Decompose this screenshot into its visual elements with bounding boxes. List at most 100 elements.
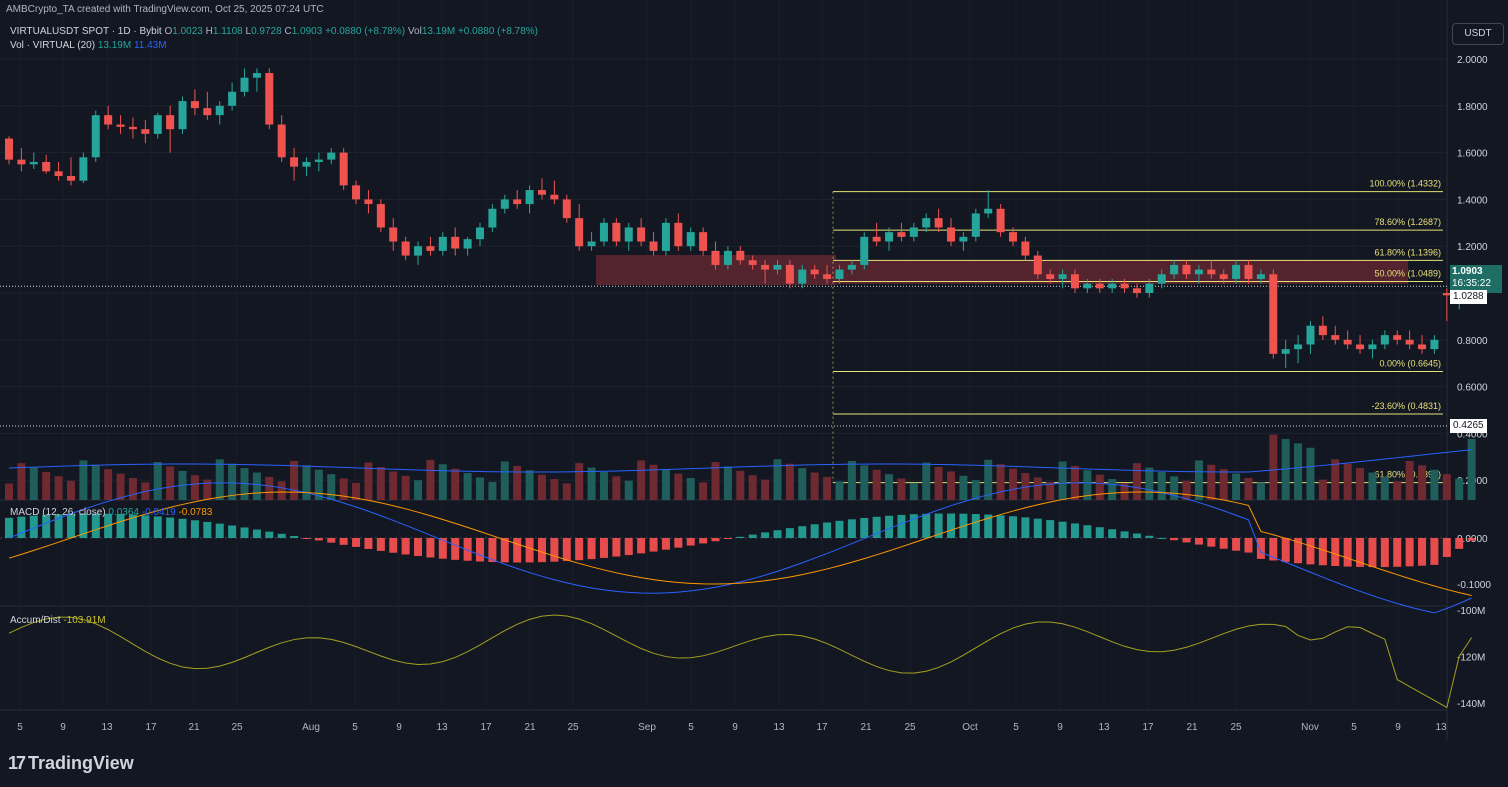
- volume-bar: [624, 480, 633, 500]
- macd-histogram-bar: [178, 518, 187, 538]
- candle-body: [1356, 344, 1365, 350]
- volume-bar: [897, 478, 906, 500]
- macd-line: [8, 482, 1472, 614]
- volume-bar: [550, 479, 559, 500]
- volume-bar: [996, 464, 1005, 500]
- macd-histogram-bar: [463, 538, 472, 561]
- macd-histogram-bar: [1219, 538, 1228, 549]
- volume-bar: [1331, 459, 1340, 500]
- macd-histogram-bar: [1132, 533, 1141, 538]
- candle-body: [612, 222, 621, 242]
- time-tick-label: 25: [1230, 722, 1242, 733]
- price-change: +0.0880 (+8.78%): [325, 26, 406, 37]
- volume-bar: [1145, 467, 1154, 500]
- time-tick-label: 13: [1098, 722, 1110, 733]
- candle-body: [1405, 339, 1414, 345]
- time-tick-label: 9: [396, 722, 402, 733]
- volume-bar: [91, 464, 100, 500]
- volume-bar: [1256, 482, 1265, 500]
- macd-histogram-bar: [984, 514, 993, 538]
- macd-histogram-bar: [1430, 538, 1439, 565]
- candle-body: [525, 190, 534, 205]
- candle-body: [562, 199, 571, 219]
- macd-histogram-bar: [1157, 537, 1166, 539]
- symbol-name[interactable]: VIRTUALUSDT SPOT · 1D · Bybit: [10, 26, 162, 37]
- volume-bar: [934, 467, 943, 500]
- time-tick-label: 21: [860, 722, 872, 733]
- open-value: 1.0023: [172, 26, 203, 37]
- macd-histogram-bar: [314, 538, 323, 541]
- candle-body: [947, 227, 956, 242]
- macd-histogram-bar: [723, 538, 732, 540]
- candle-body: [1442, 293, 1451, 296]
- macd-signal-value: -0.0783: [178, 507, 213, 518]
- volume-bar: [401, 475, 410, 500]
- volume-bar: [885, 474, 894, 500]
- candle-body: [153, 115, 162, 134]
- volume-bar: [1182, 480, 1191, 500]
- fib-level-label: 78.60% (1.2687): [1374, 217, 1441, 227]
- volume-bar: [352, 482, 361, 500]
- candle-body: [686, 232, 695, 247]
- candle-body: [66, 176, 75, 181]
- price-level-tag: 0.4265: [1450, 419, 1487, 433]
- time-tick-label: 5: [17, 722, 23, 733]
- macd-histogram-bar: [339, 538, 348, 545]
- ad-line: [8, 614, 1473, 709]
- macd-histogram-bar: [785, 528, 794, 538]
- candle-body: [203, 108, 212, 116]
- macd-histogram-bar: [451, 538, 460, 560]
- volume-bar: [537, 474, 546, 500]
- tradingview-logo: 17 TradingView: [8, 753, 134, 774]
- macd-histogram-bar: [302, 538, 311, 539]
- macd-histogram-bar: [1244, 538, 1253, 553]
- ad-value: -103.91M: [63, 615, 106, 626]
- macd-histogram-bar: [166, 517, 175, 538]
- macd-histogram-bar: [761, 532, 770, 538]
- candle-body: [872, 236, 881, 242]
- candle-body: [488, 208, 497, 228]
- candle-body: [414, 246, 423, 256]
- macd-histogram-bar: [860, 517, 869, 538]
- ad-study-name[interactable]: Accum/Dist: [10, 615, 61, 626]
- volume-bar: [1157, 471, 1166, 500]
- volume-bar: [525, 470, 534, 500]
- currency-button[interactable]: USDT: [1452, 23, 1504, 45]
- macd-hist-value: 0.0364: [108, 507, 139, 518]
- tradingview-logo-text: TradingView: [28, 753, 134, 773]
- candle-body: [215, 105, 224, 116]
- volume-bar: [1232, 473, 1241, 500]
- candle-body: [748, 260, 757, 265]
- volume-bar: [500, 461, 509, 500]
- candle-body: [1058, 274, 1067, 279]
- volume-study-name[interactable]: Vol · VIRTUAL (20): [10, 40, 96, 51]
- macd-histogram-bar: [599, 538, 608, 558]
- macd-histogram-bar: [1108, 529, 1117, 538]
- volume-bar: [42, 471, 51, 500]
- vol-label: Vol: [407, 26, 422, 37]
- volume-bar: [203, 479, 212, 500]
- volume-bar: [364, 462, 373, 500]
- candle-body: [649, 241, 658, 251]
- footer-bar: [0, 740, 1508, 787]
- time-tick-label: 5: [352, 722, 358, 733]
- volume-bar: [1046, 481, 1055, 500]
- candle-body: [1194, 269, 1203, 275]
- macd-histogram-bar: [5, 517, 13, 538]
- candle-body: [860, 236, 869, 265]
- candle-body: [178, 101, 187, 130]
- volume-bar: [1033, 477, 1042, 500]
- chart-canvas[interactable]: 2.00001.80001.60001.40001.20001.00000.80…: [0, 0, 1508, 740]
- macd-histogram-bar: [947, 513, 956, 538]
- candle-body: [1021, 241, 1030, 256]
- candle-body: [711, 250, 720, 265]
- time-tick-label: 17: [816, 722, 828, 733]
- macd-histogram-bar: [847, 519, 856, 538]
- volume-bar: [29, 467, 38, 500]
- price-tick-label: 0.8000: [1457, 336, 1488, 347]
- volume-bar: [761, 479, 770, 500]
- last-price-value: 1.0903: [1452, 266, 1483, 277]
- macd-histogram-bar: [1207, 538, 1216, 547]
- fib-level-label: 50.00% (1.0489): [1374, 269, 1441, 279]
- macd-study-name[interactable]: MACD (12, 26, close): [10, 507, 106, 518]
